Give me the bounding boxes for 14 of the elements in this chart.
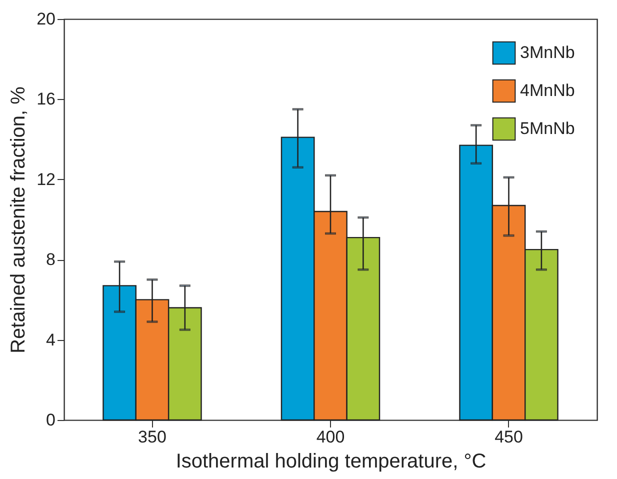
x-tick-label: 400 [316,428,345,446]
legend-label: 4MnNb [520,81,575,100]
x-tick-label: 350 [138,428,166,446]
y-tick-label: 16 [36,90,56,109]
legend-label: 5MnNb [520,119,575,138]
y-tick-label: 8 [46,250,56,270]
y-tick-label: 20 [36,10,56,28]
y-tick-label: 12 [36,170,56,189]
y-tick-label: 4 [46,330,56,350]
x-axis-title: Isothermal holding temperature, °C [176,450,486,472]
y-tick-label: 0 [46,410,56,430]
x-tick-label: 450 [494,428,523,446]
legend-label: 3MnNb [520,43,575,62]
y-axis-title: Retained austenite fraction, % [8,86,30,354]
